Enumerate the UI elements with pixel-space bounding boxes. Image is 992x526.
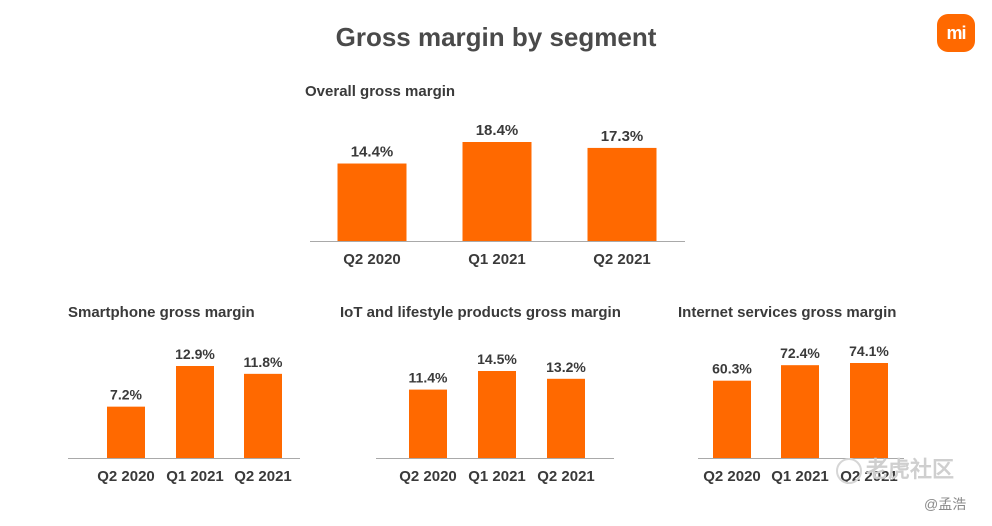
x-tick-label: Q2 2021 — [593, 251, 651, 268]
page-title: Gross margin by segment — [335, 22, 657, 52]
data-label: 18.4% — [476, 122, 519, 139]
bar-3 — [587, 147, 657, 241]
watermark-icon — [836, 458, 862, 485]
data-label: 60.3% — [712, 361, 752, 377]
x-tick-label: Q2 2021 — [537, 468, 595, 485]
data-label: 11.4% — [409, 370, 448, 386]
bar-1 — [409, 389, 447, 458]
data-label: 17.3% — [601, 128, 644, 145]
bar-1 — [107, 406, 145, 458]
x-tick-label: Q2 2021 — [234, 468, 292, 485]
data-label: 7.2% — [110, 387, 142, 403]
bar-2 — [462, 142, 532, 241]
x-tick-label: Q2 2020 — [97, 468, 155, 485]
chart-title-internet: Internet services gross margin — [678, 304, 897, 321]
bar-1 — [337, 163, 407, 241]
data-label: 74.1% — [849, 343, 889, 359]
bar-3 — [244, 373, 282, 458]
bar-2 — [478, 371, 516, 458]
bar-2 — [781, 365, 819, 458]
bar-1 — [713, 380, 751, 458]
data-label: 72.4% — [780, 345, 820, 361]
watermark: 老虎社区 — [836, 452, 955, 485]
data-label: 12.9% — [175, 346, 215, 362]
watermark-text: 老虎社区 — [866, 457, 955, 482]
bar-3 — [547, 378, 585, 458]
data-label: 14.5% — [477, 351, 517, 367]
data-label: 11.8% — [244, 354, 283, 370]
x-tick-label: Q1 2021 — [468, 251, 526, 268]
x-tick-label: Q1 2021 — [468, 468, 526, 485]
x-tick-label: Q2 2020 — [343, 251, 401, 268]
logo-text: mi — [946, 23, 966, 43]
bar-2 — [176, 366, 214, 458]
x-tick-label: Q1 2021 — [166, 468, 224, 485]
x-tick-label: Q2 2020 — [703, 468, 761, 485]
chart-iot: 11.4% Q2 2020 14.5% Q1 2021 13.2% Q2 2021 — [376, 351, 614, 485]
x-tick-label: Q2 2020 — [399, 468, 457, 485]
data-label: 14.4% — [351, 144, 394, 161]
chart-overall: 14.4% Q2 2020 18.4% Q1 2021 17.3% Q2 2021 — [310, 122, 685, 268]
chart-title-overall: Overall gross margin — [305, 83, 456, 100]
watermark-author: @孟浩 — [924, 496, 967, 512]
x-tick-label: Q1 2021 — [771, 468, 829, 485]
bar-3 — [850, 363, 888, 458]
chart-smartphone: 7.2% Q2 2020 12.9% Q1 2021 11.8% Q2 2021 — [68, 346, 300, 485]
chart-title-iot: IoT and lifestyle products gross margin — [340, 304, 621, 321]
data-label: 13.2% — [546, 359, 586, 375]
xiaomi-logo: mi — [937, 14, 975, 52]
chart-title-smartphone: Smartphone gross margin — [68, 304, 255, 321]
